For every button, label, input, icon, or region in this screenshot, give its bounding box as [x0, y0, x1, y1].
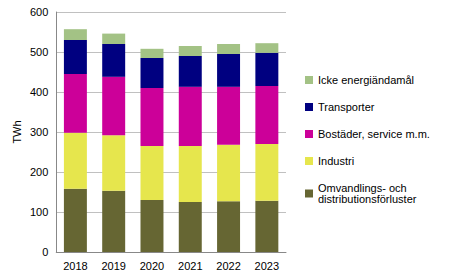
svg-text:2018: 2018 — [63, 260, 87, 272]
svg-text:2021: 2021 — [178, 260, 202, 272]
svg-text:TWh: TWh — [11, 120, 23, 143]
svg-text:500: 500 — [30, 46, 48, 58]
svg-text:Omvandlings- och: Omvandlings- och — [318, 182, 410, 194]
svg-text:2019: 2019 — [101, 260, 125, 272]
svg-text:Bostäder, service m.m.: Bostäder, service m.m. — [318, 128, 430, 140]
svg-text:Industri: Industri — [318, 155, 354, 167]
svg-text:400: 400 — [30, 86, 48, 98]
svg-text:distributionsförluster: distributionsförluster — [318, 193, 417, 205]
svg-text:Icke energiändamål: Icke energiändamål — [318, 74, 414, 86]
svg-text:0: 0 — [42, 246, 48, 258]
svg-text:2022: 2022 — [216, 260, 240, 272]
svg-text:100: 100 — [30, 206, 48, 218]
svg-text:200: 200 — [30, 166, 48, 178]
svg-text:600: 600 — [30, 6, 48, 18]
svg-text:300: 300 — [30, 126, 48, 138]
svg-text:2020: 2020 — [140, 260, 164, 272]
svg-text:Transporter: Transporter — [318, 101, 375, 113]
svg-text:2023: 2023 — [255, 260, 279, 272]
